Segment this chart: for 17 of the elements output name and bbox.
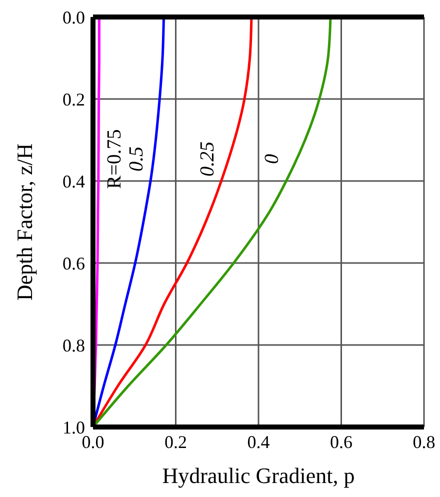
x-tick-label: 0.8 — [412, 432, 436, 452]
y-tick-label: 0.0 — [62, 7, 85, 28]
y-tick-label: 0.8 — [62, 335, 85, 356]
text: R=0.75 — [103, 129, 126, 189]
x-tick-label: 0.2 — [164, 432, 187, 452]
line-series — [93, 17, 332, 427]
text: 0 — [261, 154, 284, 164]
y-tick-label: 0.4 — [62, 171, 85, 192]
text: 0.5 — [126, 146, 148, 172]
x-tick-label: 0.4 — [247, 432, 270, 452]
y-tick-label: 0.6 — [62, 253, 85, 274]
y-axis-title: Depth Factor, z/H — [12, 143, 37, 301]
x-axis-title: Hydraulic Gradient, p — [162, 463, 355, 488]
text: 0.25 — [196, 142, 218, 176]
y-tick-label: 1.0 — [62, 417, 85, 438]
y-tick-label: 0.2 — [62, 89, 85, 110]
x-tick-label: 0.6 — [330, 432, 352, 452]
